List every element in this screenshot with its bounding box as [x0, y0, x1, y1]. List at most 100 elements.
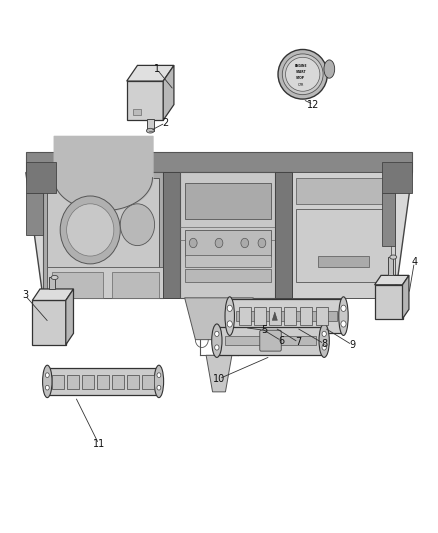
Ellipse shape [319, 324, 329, 358]
FancyBboxPatch shape [382, 162, 412, 193]
Ellipse shape [46, 373, 49, 377]
Text: 2: 2 [162, 118, 169, 128]
Polygon shape [47, 177, 159, 282]
Text: 12: 12 [307, 100, 320, 110]
FancyBboxPatch shape [67, 375, 79, 389]
Ellipse shape [215, 238, 223, 248]
FancyBboxPatch shape [185, 255, 271, 266]
FancyBboxPatch shape [147, 119, 154, 131]
FancyBboxPatch shape [185, 183, 271, 220]
Ellipse shape [212, 324, 222, 358]
Ellipse shape [42, 365, 52, 398]
Polygon shape [206, 356, 232, 392]
FancyBboxPatch shape [388, 257, 393, 276]
Ellipse shape [51, 276, 58, 280]
FancyBboxPatch shape [112, 375, 124, 389]
Ellipse shape [215, 332, 219, 336]
Ellipse shape [286, 58, 320, 91]
Polygon shape [230, 300, 343, 333]
Text: O/R: O/R [297, 83, 304, 87]
FancyBboxPatch shape [239, 307, 251, 325]
Ellipse shape [227, 305, 232, 311]
Ellipse shape [227, 321, 232, 327]
Polygon shape [32, 289, 74, 301]
Text: 1: 1 [154, 64, 160, 74]
Ellipse shape [241, 238, 249, 248]
FancyBboxPatch shape [185, 269, 271, 282]
Polygon shape [127, 66, 174, 81]
FancyBboxPatch shape [26, 193, 43, 235]
FancyBboxPatch shape [236, 311, 337, 321]
Ellipse shape [278, 50, 327, 99]
FancyBboxPatch shape [275, 173, 292, 298]
FancyBboxPatch shape [254, 307, 266, 325]
FancyBboxPatch shape [163, 173, 180, 298]
Ellipse shape [146, 128, 154, 133]
Polygon shape [272, 312, 277, 320]
FancyBboxPatch shape [318, 256, 369, 266]
Polygon shape [374, 276, 409, 285]
FancyBboxPatch shape [225, 336, 316, 345]
Text: 3: 3 [22, 290, 28, 300]
Text: ENGINE: ENGINE [294, 64, 307, 68]
FancyBboxPatch shape [26, 162, 56, 193]
FancyBboxPatch shape [112, 272, 159, 298]
Text: 9: 9 [349, 340, 355, 350]
Text: 7: 7 [295, 337, 301, 347]
Ellipse shape [46, 385, 49, 390]
Polygon shape [66, 289, 74, 345]
Ellipse shape [322, 332, 326, 336]
Text: 10: 10 [213, 374, 225, 384]
FancyBboxPatch shape [292, 173, 395, 298]
Ellipse shape [324, 60, 335, 78]
FancyBboxPatch shape [382, 193, 395, 246]
Ellipse shape [283, 54, 323, 95]
FancyBboxPatch shape [316, 307, 328, 325]
Text: 6: 6 [278, 336, 284, 346]
FancyBboxPatch shape [32, 301, 66, 345]
Text: 5: 5 [261, 325, 267, 335]
Text: 4: 4 [411, 257, 417, 268]
Ellipse shape [67, 204, 114, 256]
Polygon shape [43, 173, 163, 298]
FancyBboxPatch shape [296, 177, 391, 204]
Polygon shape [26, 151, 412, 173]
FancyBboxPatch shape [296, 209, 391, 282]
Polygon shape [217, 327, 324, 355]
Ellipse shape [215, 345, 219, 350]
FancyBboxPatch shape [142, 375, 154, 389]
Polygon shape [26, 173, 412, 298]
FancyBboxPatch shape [268, 307, 281, 325]
Ellipse shape [341, 321, 346, 327]
Polygon shape [403, 276, 409, 319]
FancyBboxPatch shape [47, 266, 163, 298]
Ellipse shape [157, 385, 161, 390]
FancyBboxPatch shape [127, 375, 139, 389]
Ellipse shape [339, 297, 348, 335]
Ellipse shape [157, 373, 161, 377]
FancyBboxPatch shape [300, 307, 312, 325]
Ellipse shape [189, 238, 197, 248]
FancyBboxPatch shape [49, 278, 55, 289]
Polygon shape [47, 368, 159, 395]
Text: 8: 8 [321, 339, 327, 349]
FancyBboxPatch shape [97, 375, 109, 389]
FancyBboxPatch shape [52, 375, 64, 389]
Ellipse shape [120, 204, 155, 246]
Ellipse shape [225, 297, 234, 335]
FancyBboxPatch shape [260, 330, 281, 351]
FancyBboxPatch shape [52, 272, 103, 298]
Ellipse shape [322, 345, 326, 350]
FancyBboxPatch shape [185, 230, 271, 256]
Ellipse shape [390, 255, 397, 259]
Text: 11: 11 [93, 439, 105, 449]
FancyBboxPatch shape [180, 173, 275, 298]
Polygon shape [163, 66, 174, 120]
Ellipse shape [154, 365, 164, 398]
Text: STOP: STOP [296, 76, 305, 80]
Text: START: START [295, 70, 306, 74]
FancyBboxPatch shape [374, 285, 403, 319]
FancyBboxPatch shape [133, 109, 141, 115]
Polygon shape [185, 298, 253, 340]
Ellipse shape [341, 305, 346, 311]
